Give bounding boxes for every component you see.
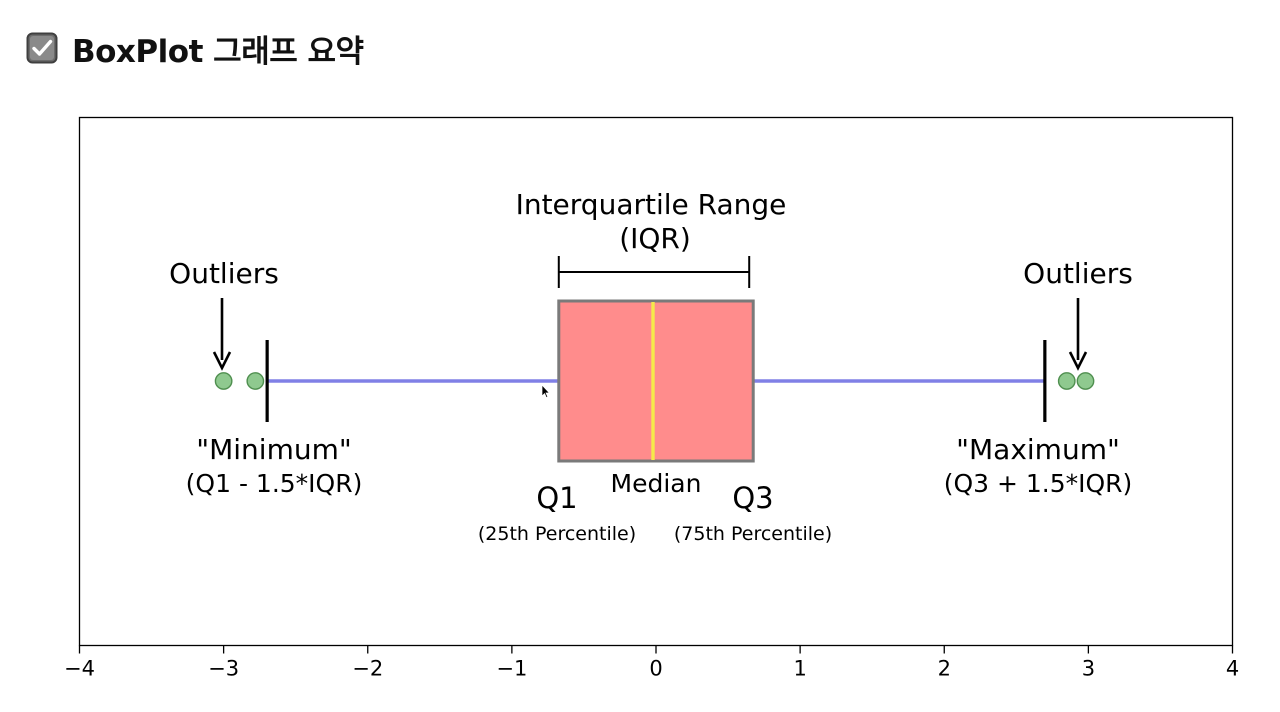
outlier-arrows — [212, 298, 1088, 371]
x-tick-label: 0 — [649, 657, 662, 681]
arrow-right-head — [1068, 351, 1088, 371]
outlier-point — [1057, 372, 1076, 390]
maximum-formula-label: (Q3 + 1.5*IQR) — [944, 469, 1133, 498]
q3-label: Q3 — [732, 481, 773, 515]
q1-label: Q1 — [536, 481, 577, 515]
outlier-point — [214, 372, 233, 390]
checkbox-checked-icon — [26, 32, 58, 64]
x-tick-label: −2 — [352, 657, 383, 681]
outlier-point — [246, 372, 265, 390]
iqr-label: Interquartile Range — [516, 188, 787, 221]
outliers-left-label: Outliers — [169, 257, 279, 290]
q3-sub-label: (75th Percentile) — [674, 523, 832, 545]
x-tick-label: −4 — [64, 657, 95, 681]
outlier-point — [1076, 372, 1095, 390]
median-label: Median — [611, 469, 702, 498]
x-tick-label: −3 — [208, 657, 239, 681]
x-tick-label: 2 — [938, 657, 951, 681]
x-tick-label: −1 — [496, 657, 527, 681]
x-tick-label: 3 — [1082, 657, 1095, 681]
q1-sub-label: (25th Percentile) — [478, 523, 636, 545]
iqr-bracket — [557, 256, 751, 288]
page-header: BoxPlot 그래프 요약 — [26, 28, 364, 70]
iqr-abbrev-label: (IQR) — [619, 222, 691, 255]
x-tick-label: 1 — [793, 657, 806, 681]
iqr-box — [557, 299, 755, 463]
outliers-right-label: Outliers — [1023, 257, 1133, 290]
minimum-label: "Minimum" — [196, 433, 352, 466]
page-title: BoxPlot 그래프 요약 — [72, 33, 364, 70]
arrow-left-head — [212, 351, 232, 371]
maximum-label: "Maximum" — [956, 433, 1120, 466]
minimum-formula-label: (Q1 - 1.5*IQR) — [186, 469, 363, 498]
mouse-cursor-icon — [541, 384, 551, 399]
x-tick-label: 4 — [1226, 657, 1239, 681]
